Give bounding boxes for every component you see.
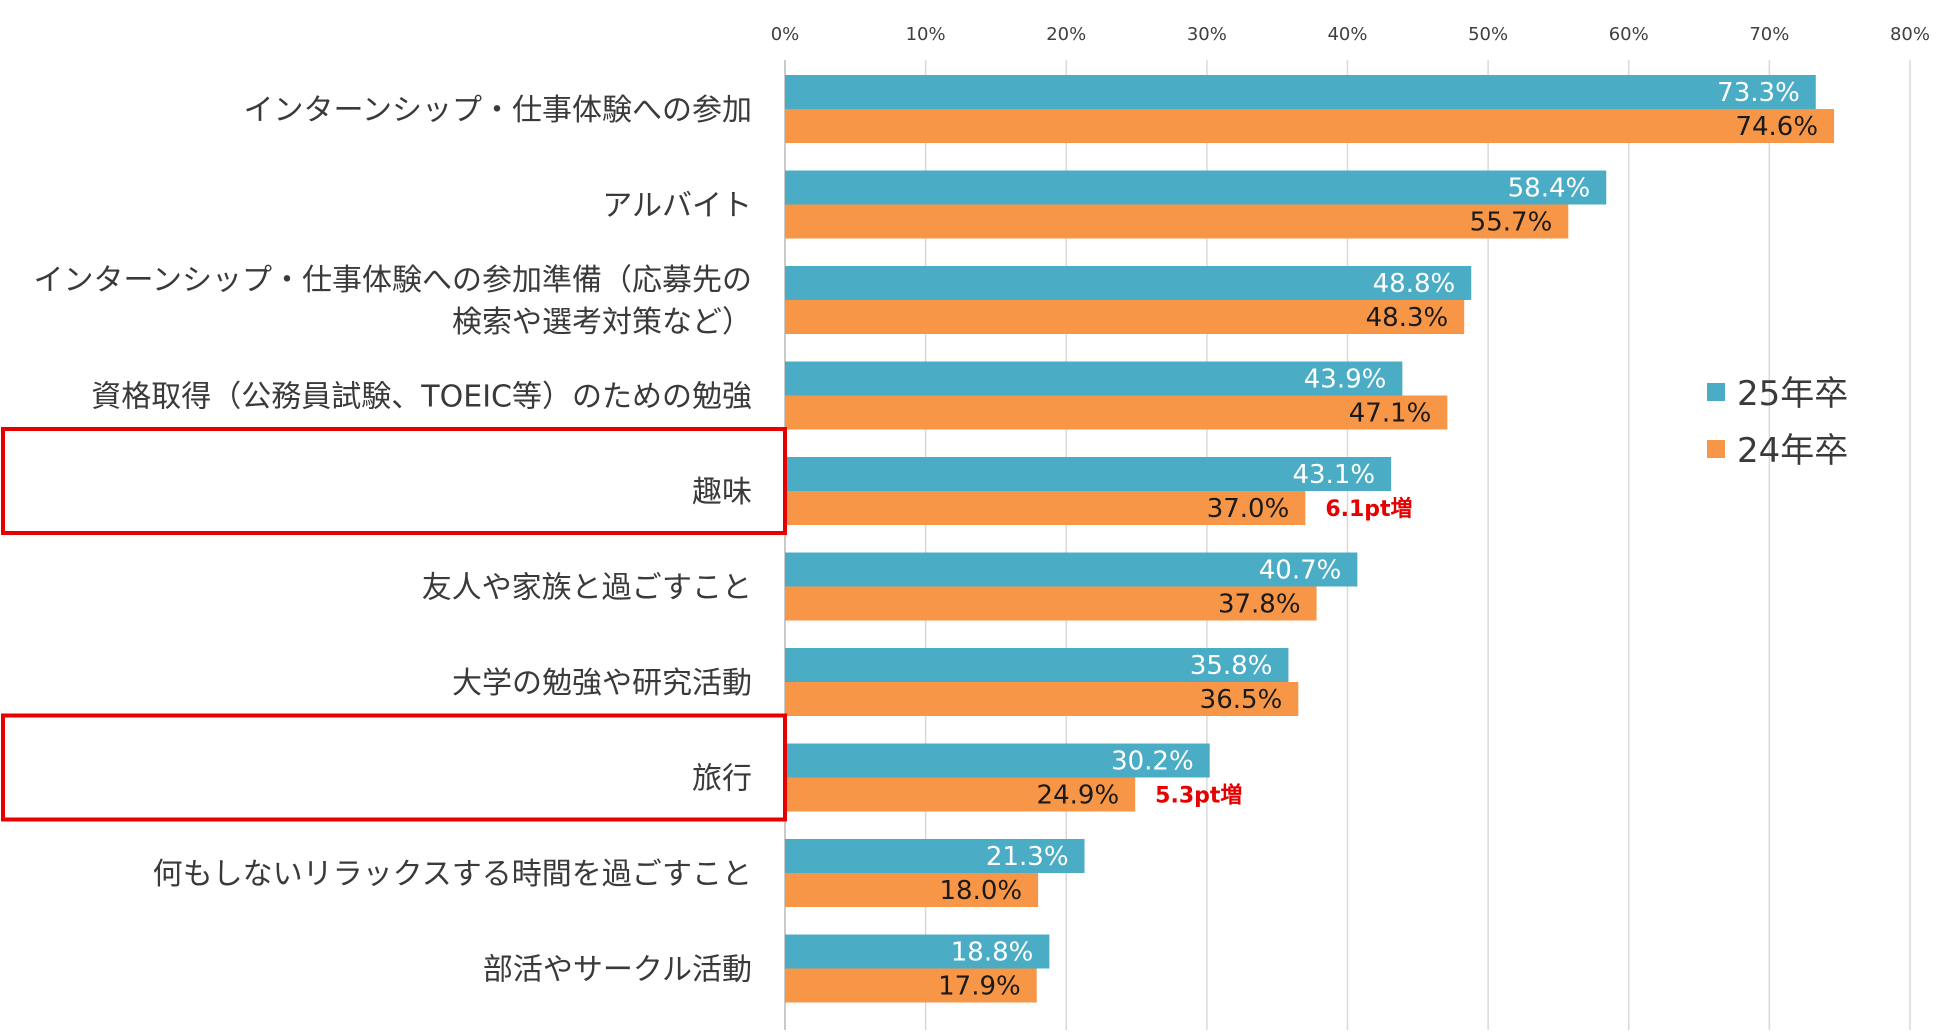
data-label-24: 37.0% bbox=[1207, 494, 1290, 524]
legend-label: 24年卒 bbox=[1737, 431, 1848, 471]
change-annotation: 6.1pt増 bbox=[1325, 496, 1412, 522]
x-tick-label: 80% bbox=[1890, 24, 1930, 45]
bar-25 bbox=[785, 361, 1403, 396]
bar-24 bbox=[785, 204, 1569, 239]
category-label: インターンシップ・仕事体験への参加 bbox=[244, 93, 753, 128]
data-label-25: 18.8% bbox=[951, 938, 1034, 968]
bar-25 bbox=[785, 552, 1358, 587]
bar-24 bbox=[785, 586, 1317, 621]
x-tick-label: 70% bbox=[1749, 24, 1789, 45]
bar-24 bbox=[785, 873, 1039, 907]
x-tick-label: 0% bbox=[771, 24, 800, 45]
x-tick-label: 50% bbox=[1468, 24, 1508, 45]
bar-24 bbox=[785, 777, 1136, 812]
bar-24 bbox=[785, 300, 1465, 334]
category-labels: インターンシップ・仕事体験への参加アルバイトインターンシップ・仕事体験への参加準… bbox=[34, 93, 753, 988]
bar-24 bbox=[785, 109, 1835, 143]
category-label: 大学の勉強や研究活動 bbox=[452, 666, 752, 701]
legend-swatch bbox=[1707, 440, 1725, 458]
data-label-25: 58.4% bbox=[1508, 174, 1591, 204]
bar-25 bbox=[785, 170, 1607, 205]
change-annotation: 5.3pt増 bbox=[1155, 783, 1242, 809]
bar-25 bbox=[785, 934, 1050, 969]
bar-24 bbox=[785, 682, 1299, 716]
category-label: 友人や家族と過ごすこと bbox=[422, 571, 752, 606]
data-label-24: 74.6% bbox=[1735, 112, 1818, 142]
highlight-boxes bbox=[1, 427, 787, 822]
bar-24 bbox=[785, 395, 1448, 430]
bar-25 bbox=[785, 266, 1472, 300]
bar-24 bbox=[785, 968, 1037, 1003]
data-label-25: 43.9% bbox=[1304, 365, 1387, 395]
data-label-25: 43.1% bbox=[1292, 460, 1375, 490]
highlight-box bbox=[1, 713, 787, 822]
highlight-box bbox=[1, 427, 787, 535]
data-label-25: 73.3% bbox=[1717, 78, 1800, 108]
data-label-24: 37.8% bbox=[1218, 590, 1301, 620]
x-tick-label: 40% bbox=[1327, 24, 1367, 45]
x-tick-label: 10% bbox=[906, 24, 946, 45]
x-tick-label: 30% bbox=[1187, 24, 1227, 45]
category-label: 何もしないリラックスする時間を過ごすこと bbox=[153, 857, 752, 892]
category-label: 部活やサークル活動 bbox=[483, 953, 752, 988]
data-label-25: 40.7% bbox=[1259, 556, 1342, 586]
x-axis-ticks: 0% 10% 20% 30% 40% 50% 60% 70% 80% bbox=[771, 24, 1930, 45]
bar-24 bbox=[785, 491, 1306, 525]
bar-25 bbox=[785, 457, 1392, 491]
bars bbox=[785, 75, 1835, 1003]
bar-25 bbox=[785, 648, 1289, 682]
data-label-25: 30.2% bbox=[1111, 747, 1194, 777]
x-tick-label: 20% bbox=[1046, 24, 1086, 45]
data-label-24: 18.0% bbox=[940, 876, 1023, 906]
data-label-24: 47.1% bbox=[1349, 399, 1432, 429]
data-label-24: 24.9% bbox=[1037, 781, 1120, 811]
category-label: 趣味 bbox=[692, 475, 752, 510]
legend: 25年卒 24年卒 bbox=[1707, 374, 1848, 471]
data-label-25: 21.3% bbox=[986, 842, 1069, 872]
legend-label: 25年卒 bbox=[1737, 374, 1848, 414]
bar-25 bbox=[785, 743, 1210, 778]
category-label: 旅行 bbox=[692, 762, 752, 797]
data-label-24: 55.7% bbox=[1470, 208, 1553, 238]
x-tick-label: 60% bbox=[1609, 24, 1649, 45]
data-labels: 73.3% 74.6% 58.4% 55.7% 48.8% 48.3% 43.9% 47.1%… bbox=[938, 78, 1818, 1002]
category-label: 検索や選考対策など） bbox=[452, 305, 752, 340]
data-label-24: 17.9% bbox=[938, 972, 1021, 1002]
category-label: アルバイト bbox=[602, 189, 752, 224]
category-label: インターンシップ・仕事体験への参加準備（応募先の bbox=[34, 263, 753, 298]
category-label: 資格取得（公務員試験、TOEIC等）のための勉強 bbox=[91, 380, 752, 415]
bar-25 bbox=[785, 75, 1816, 109]
bar-25 bbox=[785, 839, 1085, 873]
data-label-24: 36.5% bbox=[1200, 685, 1283, 715]
legend-swatch bbox=[1707, 383, 1725, 401]
data-label-24: 48.3% bbox=[1366, 303, 1449, 333]
data-label-25: 48.8% bbox=[1373, 269, 1456, 299]
data-label-25: 35.8% bbox=[1190, 651, 1273, 681]
annotations: 6.1pt増 5.3pt増 bbox=[1155, 496, 1412, 809]
